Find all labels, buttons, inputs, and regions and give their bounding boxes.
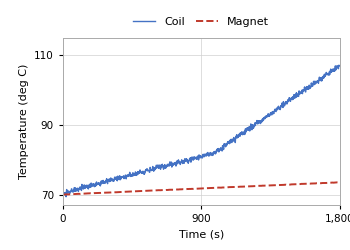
Magnet: [77, 192, 81, 195]
Legend: Coil, Magnet: Coil, Magnet: [129, 13, 274, 32]
Magnet: [164, 188, 169, 192]
Coil: [337, 64, 341, 67]
Coil: [77, 187, 81, 190]
Magnet: [120, 190, 124, 194]
Coil: [61, 192, 65, 194]
Y-axis label: Temperature (deg C): Temperature (deg C): [19, 64, 29, 179]
Coil: [64, 195, 68, 198]
Magnet: [337, 181, 342, 184]
Magnet: [174, 188, 178, 191]
Coil: [120, 176, 124, 178]
Magnet: [61, 193, 65, 196]
Coil: [250, 128, 254, 131]
Coil: [337, 64, 342, 67]
Magnet: [61, 193, 65, 196]
Magnet: [175, 188, 180, 191]
Coil: [175, 161, 180, 164]
X-axis label: Time (s): Time (s): [178, 230, 224, 239]
Magnet: [337, 181, 341, 184]
Magnet: [250, 185, 254, 188]
Coil: [174, 164, 178, 168]
Line: Magnet: Magnet: [63, 182, 340, 194]
Line: Coil: Coil: [63, 65, 340, 197]
Coil: [164, 165, 169, 168]
